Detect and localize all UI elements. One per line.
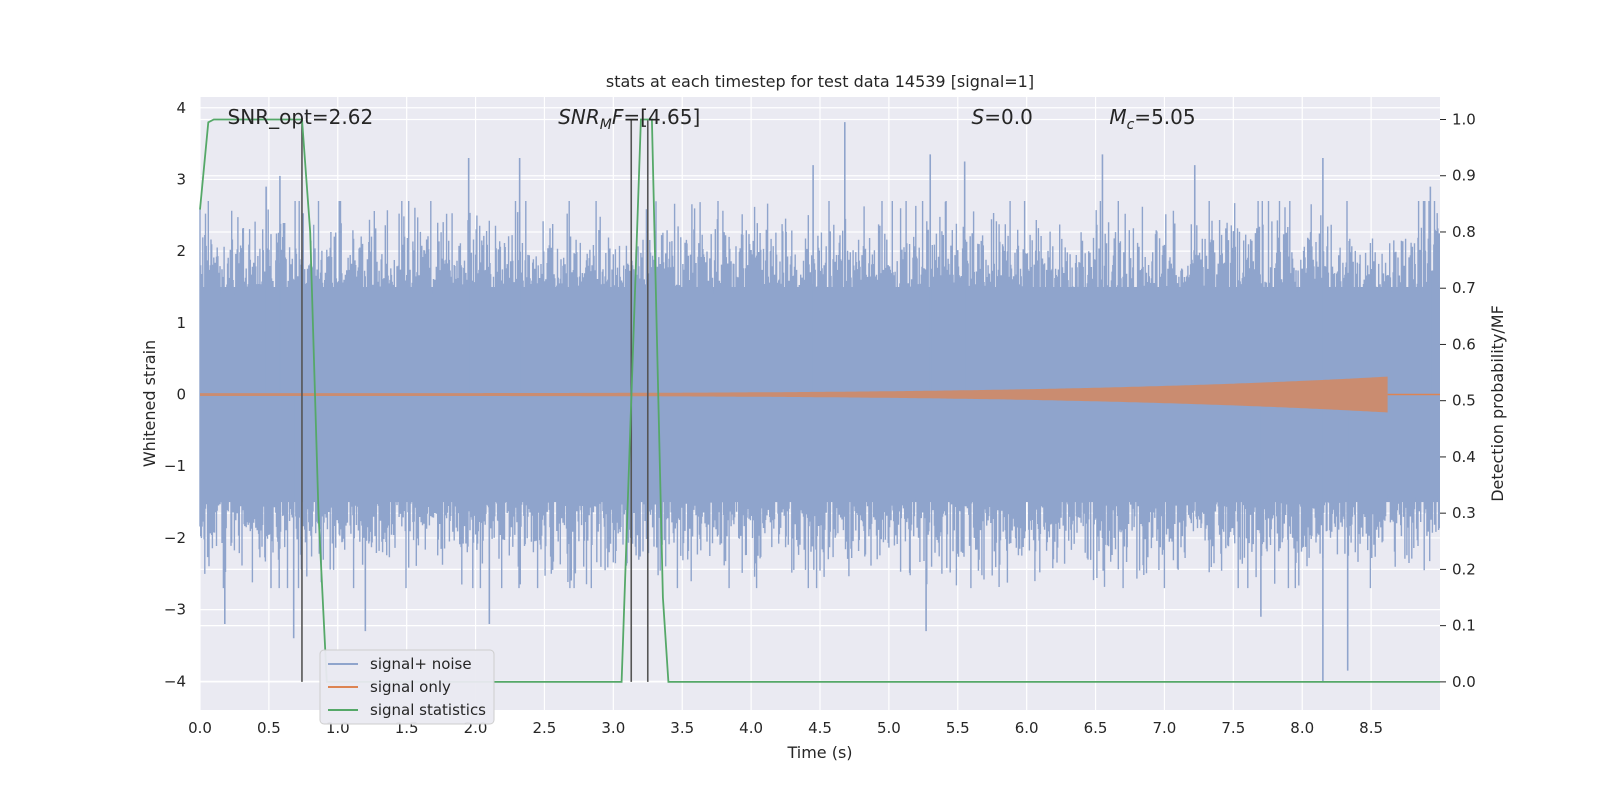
x-tick-label: 3.0 xyxy=(601,719,625,737)
y-tick-label: 3 xyxy=(176,170,186,188)
signal-only-series xyxy=(200,376,1440,413)
annotation-prefix: SNR xyxy=(558,105,600,129)
x-tick-label: 8.5 xyxy=(1359,719,1383,737)
chart-title: stats at each timestep for test data 145… xyxy=(606,72,1034,91)
annotation-suffix: = xyxy=(984,105,1001,129)
y-tick-label: 0 xyxy=(176,386,186,404)
legend-label: signal statistics xyxy=(370,701,486,719)
y-right-axis-label: Detection probability/MF xyxy=(1488,305,1507,502)
y-right-tick-label: 0.7 xyxy=(1452,279,1476,297)
y-axis-label: Whitened strain xyxy=(140,340,159,467)
y-tick-label: −2 xyxy=(164,529,186,547)
y-right-tick-label: 0.4 xyxy=(1452,448,1476,466)
y-axis-ticks: −4 −3 −2 −1 0 1 2 3 4 xyxy=(164,99,186,691)
x-tick-label: 5.0 xyxy=(877,719,901,737)
annotation: SNRMF=[4.65] xyxy=(558,105,700,133)
annotation-value: 0.0 xyxy=(1001,105,1033,129)
annotation-value: [4.65] xyxy=(640,105,700,129)
legend-box xyxy=(319,649,495,725)
annotation-subscript: c xyxy=(1127,117,1135,133)
y-right-tick-label: 0.3 xyxy=(1452,504,1476,522)
chirp-envelope xyxy=(200,376,1388,413)
y-tick-label: 1 xyxy=(176,314,186,332)
y-right-tick-label: 0.9 xyxy=(1452,167,1476,185)
legend: signal+ noise signal only signal statistic… xyxy=(319,649,495,725)
annotation-prefix: M xyxy=(1109,105,1126,129)
annotation: S=0.0 xyxy=(972,105,1033,129)
legend-label: signal only xyxy=(370,678,451,696)
x-tick-label: 7.5 xyxy=(1221,719,1245,737)
x-tick-label: 2.5 xyxy=(533,719,557,737)
y-right-tick-label: 1.0 xyxy=(1452,110,1476,128)
x-tick-label: 7.0 xyxy=(1153,719,1177,737)
annotation-suffix: F= xyxy=(612,105,640,129)
x-axis-ticks: 0.0 0.5 1.0 1.5 2.0 2.5 3.0 3.5 4.0 4.5 5.0 5.5 6.0 6… xyxy=(188,719,1383,737)
y-right-tick-label: 0.5 xyxy=(1452,392,1476,410)
annotation: SNR_opt=2.62 xyxy=(228,105,374,129)
annotation-value: 2.62 xyxy=(329,105,374,129)
annotation-value: 5.05 xyxy=(1151,105,1196,129)
annotations: SNR_opt=2.62 SNRMF=[4.65] S=0.0 Mc=5.05 xyxy=(228,105,1196,133)
x-tick-label: 6.0 xyxy=(1015,719,1039,737)
y-right-tick-label: 0.0 xyxy=(1452,673,1476,691)
y-tick-label: 2 xyxy=(176,242,186,260)
x-axis-label: Time (s) xyxy=(786,743,852,762)
annotation-prefix: S xyxy=(972,105,985,129)
x-tick-label: 4.0 xyxy=(739,719,763,737)
x-tick-label: 4.5 xyxy=(808,719,832,737)
x-tick-label: 6.5 xyxy=(1084,719,1108,737)
y-right-tick-label: 0.6 xyxy=(1452,335,1476,353)
x-tick-label: 0.5 xyxy=(257,719,281,737)
y-tick-label: −4 xyxy=(164,672,186,690)
y-tick-label: −3 xyxy=(164,601,186,619)
annotation-subscript: M xyxy=(600,117,612,133)
y-right-tick-label: 0.1 xyxy=(1452,617,1476,635)
x-tick-label: 3.5 xyxy=(670,719,694,737)
y-right-tick-label: 0.8 xyxy=(1452,223,1476,241)
y-right-axis-ticks: 0.0 0.1 0.2 0.3 0.4 0.5 0.6 0.7 0.8 0.9 1.0 xyxy=(1440,110,1476,691)
x-tick-label: 5.5 xyxy=(946,719,970,737)
x-tick-label: 8.0 xyxy=(1290,719,1314,737)
annotation: Mc=5.05 xyxy=(1109,105,1195,133)
y-tick-label: 4 xyxy=(176,99,186,117)
annotation-suffix: = xyxy=(1134,105,1151,129)
x-tick-label: 0.0 xyxy=(188,719,212,737)
y-right-tick-label: 0.2 xyxy=(1452,560,1476,578)
annotation-prefix: SNR_opt= xyxy=(228,105,329,129)
y-tick-label: −1 xyxy=(164,457,186,475)
legend-label: signal+ noise xyxy=(370,655,472,673)
